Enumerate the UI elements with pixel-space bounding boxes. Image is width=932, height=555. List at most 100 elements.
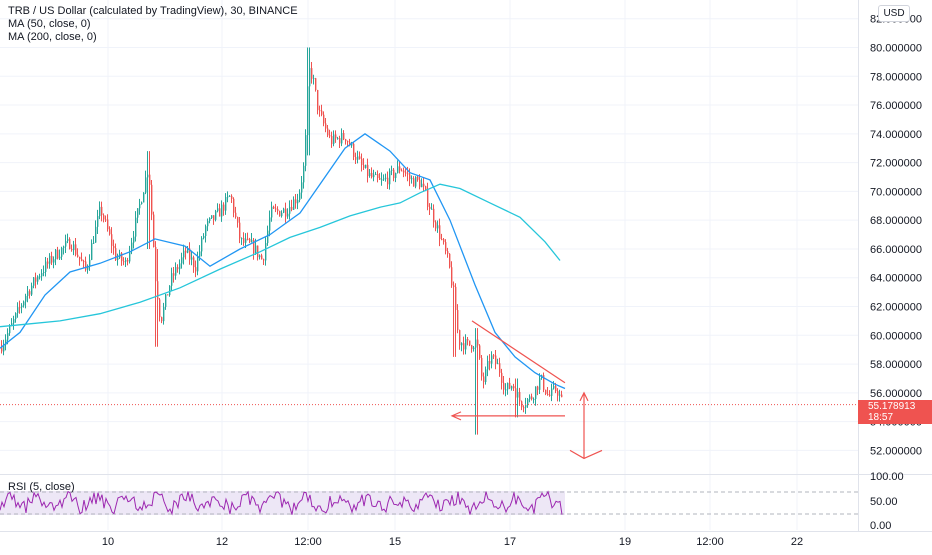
- candle-body: [57, 249, 59, 259]
- candle-body: [99, 206, 101, 217]
- candle-body: [161, 317, 163, 322]
- candle-body: [309, 68, 311, 87]
- candle-body: [155, 246, 157, 282]
- candle-body: [207, 220, 209, 227]
- candle-body: [175, 267, 177, 276]
- candle-body: [425, 186, 427, 190]
- candle-body: [467, 339, 469, 341]
- candle-body: [507, 382, 509, 390]
- candle-body: [145, 177, 147, 193]
- candle-body: [147, 174, 149, 178]
- candle-body: [347, 141, 349, 143]
- candle-body: [301, 182, 303, 193]
- candle-body: [385, 177, 387, 179]
- currency-button[interactable]: USD: [878, 5, 910, 22]
- candle-body: [33, 277, 35, 286]
- candle-body: [153, 214, 155, 247]
- x-tick-label: 12:00: [696, 536, 724, 548]
- candle-body: [197, 256, 199, 272]
- candle-body: [85, 261, 87, 270]
- candle-body: [417, 176, 419, 180]
- candle-body: [109, 229, 111, 235]
- candle-body: [275, 208, 277, 210]
- candle-body: [337, 138, 339, 140]
- candle-body: [367, 164, 369, 177]
- candle-body: [531, 396, 533, 400]
- candle-body: [263, 259, 265, 261]
- candle-body: [447, 251, 449, 254]
- candle-body: [519, 392, 521, 402]
- rsi-legend[interactable]: RSI (5, close): [8, 481, 75, 493]
- candle-body: [189, 248, 191, 260]
- candle-body: [489, 361, 491, 364]
- candle-body: [509, 382, 511, 389]
- candle-body: [377, 174, 379, 178]
- candle-body: [47, 261, 49, 264]
- vertical-arrow-head-bottom: [569, 449, 603, 460]
- candle-body: [89, 259, 91, 266]
- candle-body: [353, 143, 355, 157]
- candle-body: [191, 257, 193, 260]
- y-tick-label: 68.000000: [870, 215, 922, 227]
- candle-body: [513, 386, 515, 389]
- candle-body: [341, 133, 343, 144]
- candle-body: [121, 253, 123, 262]
- candle-body: [185, 250, 187, 253]
- candle-body: [517, 392, 519, 398]
- ma50-legend[interactable]: MA (50, close, 0): [8, 18, 91, 30]
- candle-body: [87, 265, 89, 270]
- candle-body: [397, 166, 399, 173]
- y-tick-label: 78.000000: [870, 71, 922, 83]
- candle-body: [55, 249, 57, 260]
- candle-body: [235, 212, 237, 218]
- candle-body: [285, 208, 287, 217]
- candle-body: [471, 345, 473, 350]
- candle-body: [177, 267, 179, 270]
- candle-body: [311, 68, 313, 79]
- candle-body: [211, 215, 213, 219]
- candle-body: [315, 78, 317, 90]
- candle-body: [497, 363, 499, 365]
- candle-body: [245, 238, 247, 243]
- candle-body: [393, 169, 395, 179]
- candle-body: [5, 339, 7, 345]
- candle-body: [53, 259, 55, 263]
- candle-body: [213, 215, 215, 220]
- candle-body: [427, 189, 429, 207]
- candle-body: [537, 386, 539, 390]
- y-tick-label: 52.000000: [870, 445, 922, 457]
- candle-body: [317, 89, 319, 111]
- x-tick-label: 10: [102, 536, 114, 548]
- rsi-tick-label: 100.00: [870, 471, 904, 483]
- candle-body: [41, 272, 43, 277]
- candle-body: [357, 156, 359, 160]
- candle-body: [463, 343, 465, 350]
- candle-body: [255, 245, 257, 253]
- candle-body: [511, 386, 513, 389]
- candle-body: [533, 398, 535, 400]
- candle-body: [77, 254, 79, 257]
- candle-body: [373, 174, 375, 178]
- candle-body: [559, 394, 561, 396]
- candle-body: [163, 306, 165, 322]
- candle-body: [445, 242, 447, 252]
- y-tick-label: 66.000000: [870, 244, 922, 256]
- candle-body: [203, 235, 205, 239]
- candle-body: [31, 285, 33, 295]
- candle-body: [319, 110, 321, 112]
- candle-body: [281, 212, 283, 217]
- candle-body: [125, 260, 127, 262]
- candle-body: [19, 307, 21, 309]
- candle-body: [539, 378, 541, 390]
- candle-body: [75, 244, 77, 255]
- candle-body: [111, 234, 113, 246]
- candle-body: [141, 202, 143, 205]
- candle-body: [13, 319, 15, 324]
- ma200-legend[interactable]: MA (200, close, 0): [8, 31, 97, 43]
- candle-body: [195, 267, 197, 272]
- candle-body: [371, 172, 373, 178]
- candle-body: [327, 128, 329, 136]
- candle-body: [165, 294, 167, 307]
